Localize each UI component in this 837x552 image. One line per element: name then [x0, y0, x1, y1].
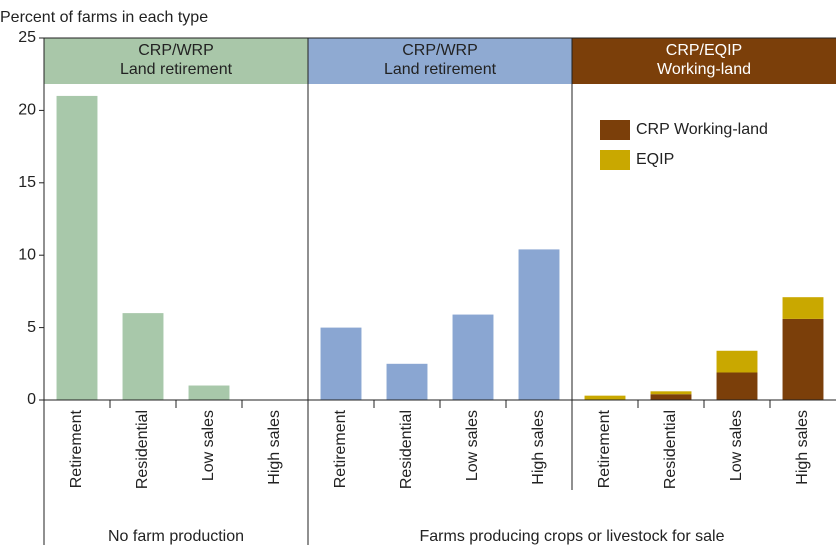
panel-title: CRP/WRP — [402, 42, 478, 59]
y-tick-label: 5 — [27, 319, 36, 336]
bar — [518, 249, 560, 400]
x-tick-label: Residential — [398, 410, 415, 489]
legend-swatch — [600, 150, 630, 170]
group-label: No farm production — [108, 528, 244, 545]
bar — [650, 394, 692, 400]
y-tick-label: 15 — [18, 174, 36, 191]
panel-title: Land retirement — [384, 61, 497, 78]
bar — [650, 391, 692, 395]
x-tick-label: Low sales — [728, 410, 745, 481]
bar — [122, 313, 164, 400]
panel-header — [572, 38, 836, 84]
bar — [716, 350, 758, 373]
panel-title: Working-land — [657, 61, 751, 78]
y-tick-label: 0 — [27, 391, 36, 408]
x-tick-label: Retirement — [596, 409, 613, 488]
bar — [452, 314, 494, 400]
x-tick-label: High sales — [530, 410, 547, 485]
panel-title: CRP/WRP — [138, 42, 214, 59]
group-label: Farms producing crops or livestock for s… — [420, 528, 725, 545]
bar — [56, 95, 98, 401]
bar — [386, 363, 428, 400]
x-tick-label: Residential — [662, 410, 679, 489]
x-tick-label: Low sales — [464, 410, 481, 481]
x-tick-label: Retirement — [332, 409, 349, 488]
y-tick-label: 20 — [18, 102, 36, 119]
x-tick-label: High sales — [266, 410, 283, 485]
legend-label: EQIP — [636, 151, 674, 168]
x-tick-label: High sales — [794, 410, 811, 485]
bar — [716, 372, 758, 400]
bar — [782, 318, 824, 400]
legend-label: CRP Working-land — [636, 121, 768, 138]
panel-header — [308, 38, 572, 84]
bar — [782, 297, 824, 319]
legend-swatch — [600, 120, 630, 140]
x-tick-label: Residential — [134, 410, 151, 489]
y-tick-label: 10 — [18, 246, 36, 263]
panel-title: Land retirement — [120, 61, 233, 78]
y-axis-label: Percent of farms in each type — [0, 9, 208, 26]
x-tick-label: Retirement — [68, 409, 85, 488]
bar — [584, 395, 626, 400]
y-tick-label: 25 — [18, 29, 36, 46]
panel-header — [44, 38, 308, 84]
x-tick-label: Low sales — [200, 410, 217, 481]
bar — [188, 385, 230, 400]
bar — [320, 327, 362, 400]
panel-title: CRP/EQIP — [666, 42, 742, 59]
